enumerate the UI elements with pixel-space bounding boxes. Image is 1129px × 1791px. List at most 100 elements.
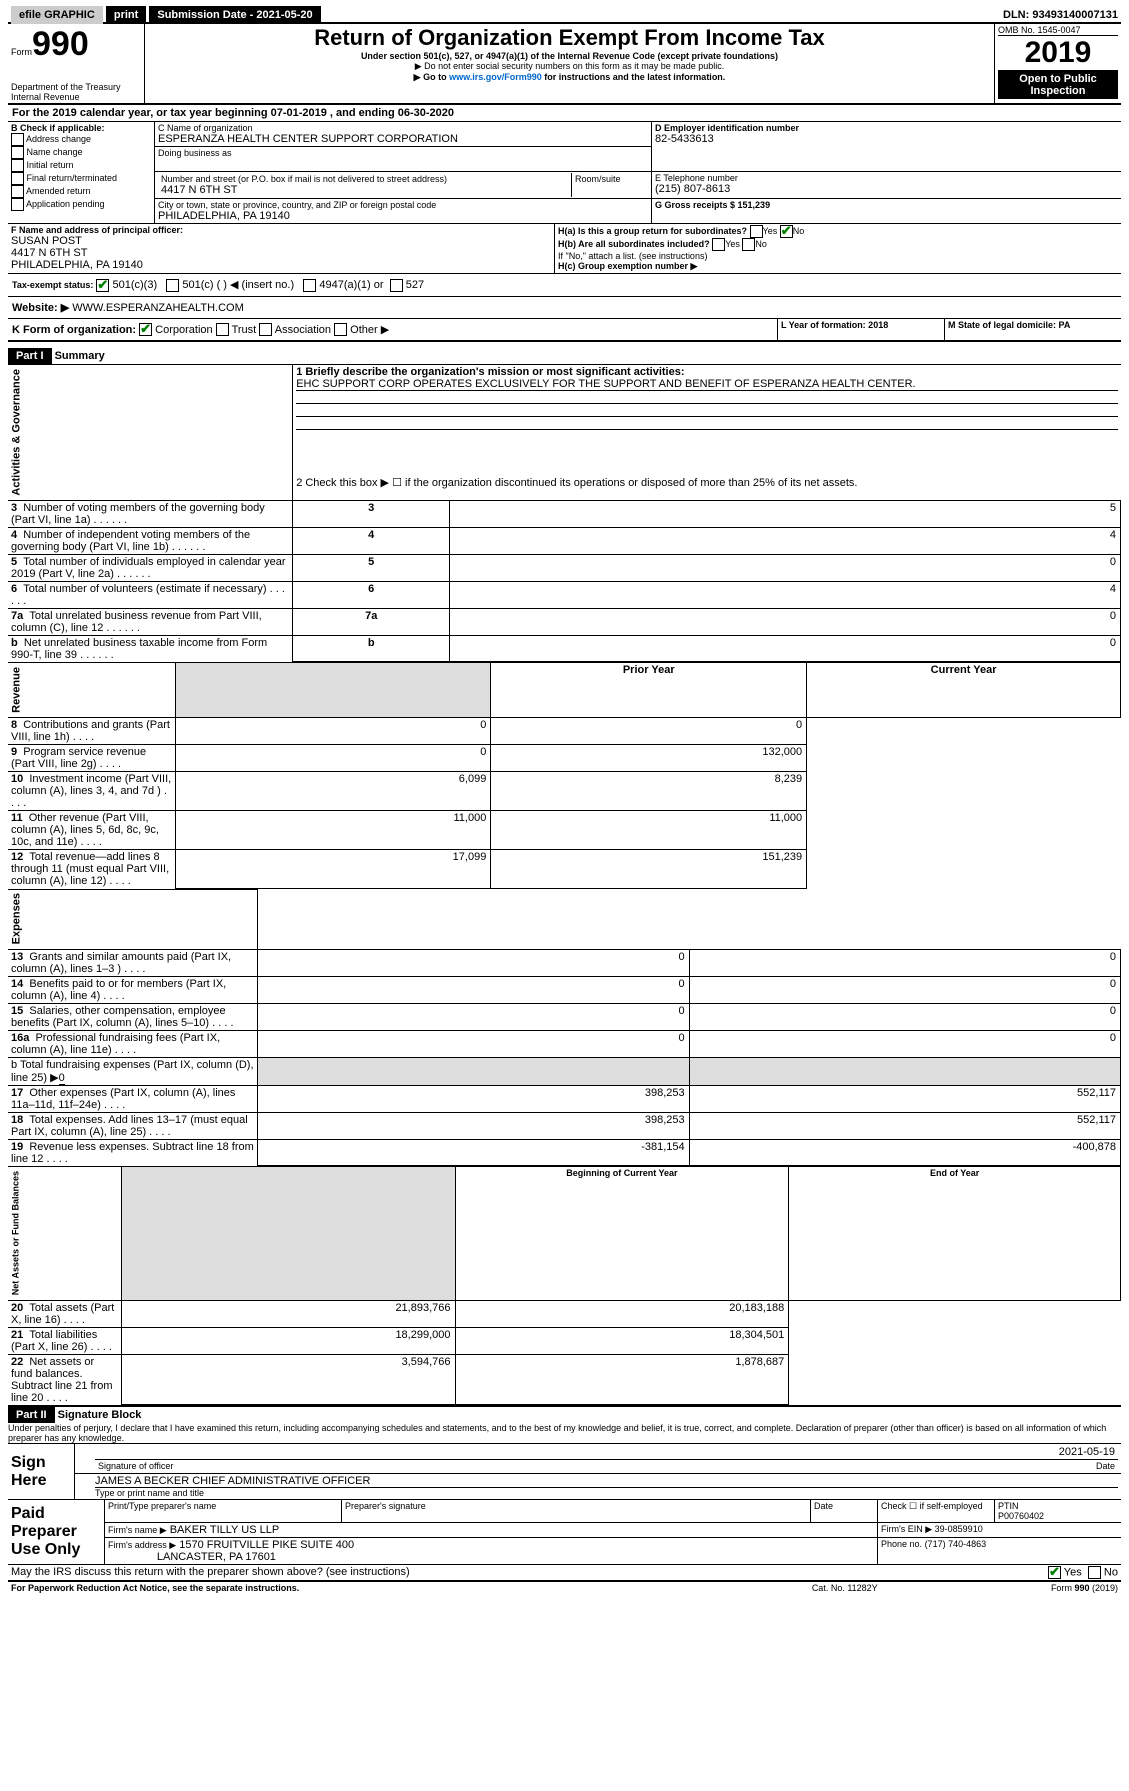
- prep-date-label: Date: [811, 1500, 878, 1523]
- exp-table: Expenses 13 Grants and similar amounts p…: [8, 889, 1121, 1167]
- boxb-check[interactable]: [11, 133, 24, 146]
- i-501c3[interactable]: [96, 279, 109, 292]
- omb: OMB No. 1545-0047: [998, 25, 1118, 36]
- k-trust[interactable]: [216, 323, 229, 336]
- note-ssn: ▶ Do not enter social security numbers o…: [148, 61, 991, 72]
- firm-ein: 39-0859910: [935, 1524, 983, 1534]
- website-value: WWW.ESPERANZAHEALTH.COM: [72, 302, 244, 314]
- prep-name-label: Print/Type preparer's name: [105, 1500, 342, 1523]
- discuss-no[interactable]: [1088, 1566, 1101, 1579]
- i-block: Tax-exempt status: 501(c)(3) 501(c) ( ) …: [8, 273, 1121, 296]
- col-current: Current Year: [807, 663, 1121, 718]
- e-phone-label: E Telephone number: [655, 173, 1118, 183]
- phone-value: (215) 807-8613: [655, 183, 1118, 195]
- l1-text: EHC SUPPORT CORP OPERATES EXCLUSIVELY FO…: [296, 378, 1117, 391]
- col-end: End of Year: [789, 1167, 1121, 1300]
- boxb-check[interactable]: [11, 159, 24, 172]
- preparer-block: Paid Preparer Use Only Print/Type prepar…: [8, 1499, 1121, 1564]
- officer-street: 4417 N 6TH ST: [11, 247, 551, 259]
- dba-label: Doing business as: [158, 148, 648, 158]
- box-b-label: B Check if applicable:: [11, 123, 151, 133]
- side-expenses: Expenses: [8, 889, 258, 949]
- boxb-check[interactable]: [11, 198, 24, 211]
- i-501c[interactable]: [166, 279, 179, 292]
- k-assoc[interactable]: [259, 323, 272, 336]
- ptin-value: P00760402: [998, 1511, 1044, 1521]
- i-opt-0: 501(c)(3): [112, 279, 157, 291]
- i-527[interactable]: [390, 279, 403, 292]
- note2-pre: ▶ Go to: [414, 72, 449, 82]
- tax-year: 2019: [998, 36, 1118, 71]
- h-a: H(a) Is this a group return for subordin…: [558, 226, 747, 236]
- footer-row: For Paperwork Reduction Act Notice, see …: [8, 1582, 1121, 1594]
- part1-header: Part I: [8, 348, 52, 364]
- note2-post: for instructions and the latest informat…: [542, 72, 726, 82]
- discuss-text: May the IRS discuss this return with the…: [8, 1565, 975, 1582]
- sig-officer-label: Signature of officer: [95, 1460, 912, 1473]
- j-label: Website: ▶: [12, 302, 69, 314]
- addr1: 1570 FRUITVILLE PIKE SUITE 400: [179, 1539, 354, 1551]
- ein-label: Firm's EIN ▶: [881, 1524, 932, 1534]
- g-receipts: G Gross receipts $ 151,239: [652, 199, 1122, 224]
- open-public: Open to Public: [1019, 73, 1097, 85]
- city-label: City or town, state or province, country…: [158, 200, 648, 210]
- irs-link[interactable]: www.irs.gov/Form990: [449, 72, 542, 82]
- k-corp[interactable]: [139, 323, 152, 336]
- part1-table: Activities & Governance 1 Briefly descri…: [8, 364, 1121, 662]
- side-governance: Activities & Governance: [8, 365, 293, 501]
- ein-value: 82-5433613: [655, 133, 1118, 145]
- l16b-val: 0: [59, 1072, 65, 1085]
- officer-name: SUSAN POST: [11, 235, 551, 247]
- col-prior: Prior Year: [491, 663, 807, 718]
- k-other[interactable]: [334, 323, 347, 336]
- h-b-note: If "No," attach a list. (see instruction…: [558, 251, 1118, 261]
- form-subtitle: Under section 501(c), 527, or 4947(a)(1)…: [148, 51, 991, 61]
- k-0: Corporation: [155, 324, 212, 336]
- col-begin: Beginning of Current Year: [455, 1167, 789, 1300]
- paid-preparer: Paid Preparer Use Only: [8, 1500, 105, 1565]
- ha-no[interactable]: [780, 225, 793, 238]
- street-value: 4417 N 6TH ST: [161, 184, 568, 196]
- ptin-label: PTIN: [998, 1501, 1019, 1511]
- firm-name: BAKER TILLY US LLP: [170, 1524, 279, 1536]
- side-net: Net Assets or Fund Balances: [8, 1167, 121, 1300]
- boxb-check[interactable]: [11, 185, 24, 198]
- org-name: ESPERANZA HEALTH CENTER SUPPORT CORPORAT…: [158, 133, 648, 145]
- part2-header: Part II: [8, 1407, 55, 1423]
- sign-block: Sign Here 2021-05-19 Signature of office…: [8, 1444, 1121, 1499]
- k-3: Other ▶: [350, 324, 389, 336]
- form-title: Return of Organization Exempt From Incom…: [148, 25, 991, 51]
- h-b: H(b) Are all subordinates included?: [558, 239, 710, 249]
- d-ein-label: D Employer identification number: [655, 123, 1118, 133]
- hb-yes[interactable]: [712, 238, 725, 251]
- part1-title: Summary: [55, 350, 105, 362]
- f-label: F Name and address of principal officer:: [11, 225, 551, 235]
- self-emp: Check ☐ if self-employed: [878, 1500, 995, 1523]
- l2: 2 Check this box ▶ ☐ if the organization…: [293, 475, 1121, 501]
- boxb-check[interactable]: [11, 172, 24, 185]
- date-label: Date: [912, 1460, 1118, 1473]
- f-h-block: F Name and address of principal officer:…: [8, 223, 1121, 273]
- street-label: Number and street (or P.O. box if mail i…: [161, 174, 568, 184]
- discuss-row: May the IRS discuss this return with the…: [8, 1564, 1121, 1582]
- part2-title: Signature Block: [58, 1409, 142, 1421]
- tax-period: For the 2019 calendar year, or tax year …: [8, 105, 1121, 122]
- discuss-yes[interactable]: [1048, 1566, 1061, 1579]
- addr2: LANCASTER, PA 17601: [157, 1551, 276, 1563]
- j-block: Website: ▶ WWW.ESPERANZAHEALTH.COM: [8, 296, 1121, 318]
- ha-yes[interactable]: [750, 225, 763, 238]
- irs-line: Internal Revenue: [11, 92, 141, 102]
- boxb-check[interactable]: [11, 146, 24, 159]
- type-name-label: Type or print name and title: [95, 1487, 1118, 1498]
- officer-printed: JAMES A BECKER CHIEF ADMINISTRATIVE OFFI…: [95, 1475, 1118, 1487]
- i-opt-3: 527: [406, 279, 424, 291]
- submission-date: Submission Date - 2021-05-20: [149, 6, 320, 24]
- print-button[interactable]: print: [106, 6, 146, 24]
- klm-block: K Form of organization: Corporation Trus…: [8, 318, 1121, 343]
- info-block: B Check if applicable: Address change Na…: [8, 122, 1121, 223]
- hb-no[interactable]: [742, 238, 755, 251]
- perjury-text: Under penalties of perjury, I declare th…: [8, 1423, 1121, 1444]
- i-4947[interactable]: [303, 279, 316, 292]
- c-name-label: C Name of organization: [158, 123, 648, 133]
- k-1: Trust: [232, 324, 257, 336]
